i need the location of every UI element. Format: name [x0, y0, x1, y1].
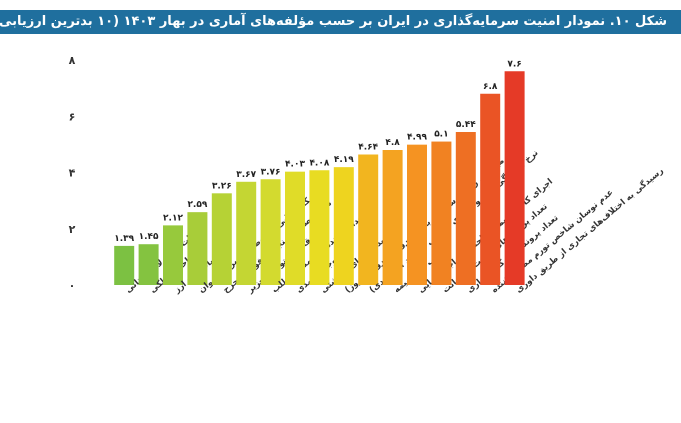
data-label: ۱.۳۹	[114, 234, 134, 244]
bar	[431, 141, 452, 285]
chart-title: شکل ۱۰. نمودار امنیت سرمایه‌گذاری در ایر…	[0, 10, 681, 34]
bar	[260, 179, 281, 285]
data-label: ۲.۵۹	[187, 200, 207, 210]
data-label: ۳.۷۶	[261, 167, 281, 177]
y-tick-label: ۰	[69, 279, 76, 292]
bar	[309, 170, 330, 285]
data-label: ۴.۰۳	[285, 160, 305, 170]
data-label: ۱.۴۵	[139, 232, 159, 242]
bar	[187, 212, 208, 285]
y-tick-label: ۲	[69, 223, 76, 236]
data-label: ۴.۱۹	[334, 155, 354, 165]
data-label: ۳.۲۶	[212, 181, 232, 191]
bar	[211, 193, 232, 285]
data-label: ۴.۸	[385, 138, 400, 148]
y-tick-label: ۶	[69, 110, 76, 123]
data-label: ۷.۶	[507, 59, 521, 69]
bar	[455, 132, 476, 285]
bar	[163, 225, 183, 285]
bar	[504, 71, 525, 285]
bar	[236, 181, 257, 285]
data-label: ۶.۸	[483, 82, 498, 92]
bar	[480, 93, 501, 285]
bar	[407, 144, 427, 285]
bar	[333, 167, 354, 285]
bar	[138, 244, 159, 285]
data-label: ۳.۶۷	[236, 170, 256, 180]
y-tick-label: ۸	[69, 54, 76, 67]
data-label: ۲.۱۲	[163, 213, 183, 223]
bar	[358, 154, 379, 285]
data-label: ۵.۴۴	[456, 120, 476, 130]
bar	[114, 245, 135, 285]
data-label: ۵.۱	[434, 130, 448, 140]
data-label: ۴.۹۹	[407, 133, 427, 143]
data-label: ۴.۰۸	[309, 158, 329, 168]
bar	[382, 150, 403, 285]
data-label: ۴.۶۴	[358, 143, 378, 153]
bar	[285, 171, 305, 285]
y-tick-label: ۴	[69, 167, 76, 180]
